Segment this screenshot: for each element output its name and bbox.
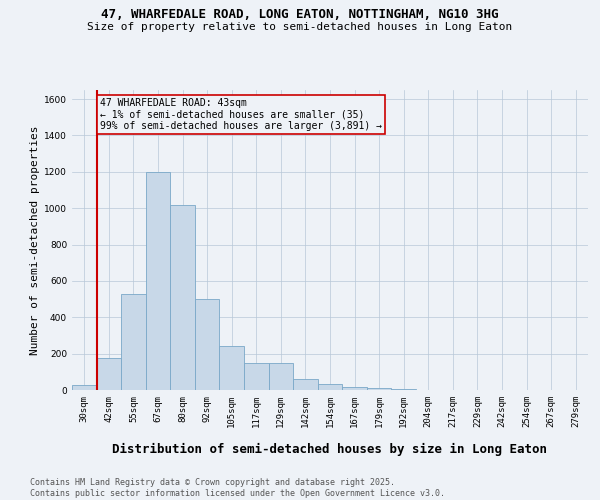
Bar	[195, 299, 220, 390]
Bar	[342, 388, 367, 390]
Bar	[170, 204, 195, 390]
Bar	[391, 389, 416, 390]
Bar	[97, 358, 121, 390]
Y-axis label: Number of semi-detached properties: Number of semi-detached properties	[30, 125, 40, 355]
Text: 47 WHARFEDALE ROAD: 43sqm
← 1% of semi-detached houses are smaller (35)
99% of s: 47 WHARFEDALE ROAD: 43sqm ← 1% of semi-d…	[100, 98, 382, 130]
Bar	[244, 362, 269, 390]
Text: 47, WHARFEDALE ROAD, LONG EATON, NOTTINGHAM, NG10 3HG: 47, WHARFEDALE ROAD, LONG EATON, NOTTING…	[101, 8, 499, 20]
Bar	[367, 388, 391, 390]
Bar	[269, 362, 293, 390]
Text: Distribution of semi-detached houses by size in Long Eaton: Distribution of semi-detached houses by …	[113, 442, 548, 456]
Text: Size of property relative to semi-detached houses in Long Eaton: Size of property relative to semi-detach…	[88, 22, 512, 32]
Bar	[146, 172, 170, 390]
Text: Contains HM Land Registry data © Crown copyright and database right 2025.
Contai: Contains HM Land Registry data © Crown c…	[30, 478, 445, 498]
Bar	[293, 379, 318, 390]
Bar	[72, 384, 97, 390]
Bar	[121, 294, 146, 390]
Bar	[318, 384, 342, 390]
Bar	[220, 346, 244, 390]
